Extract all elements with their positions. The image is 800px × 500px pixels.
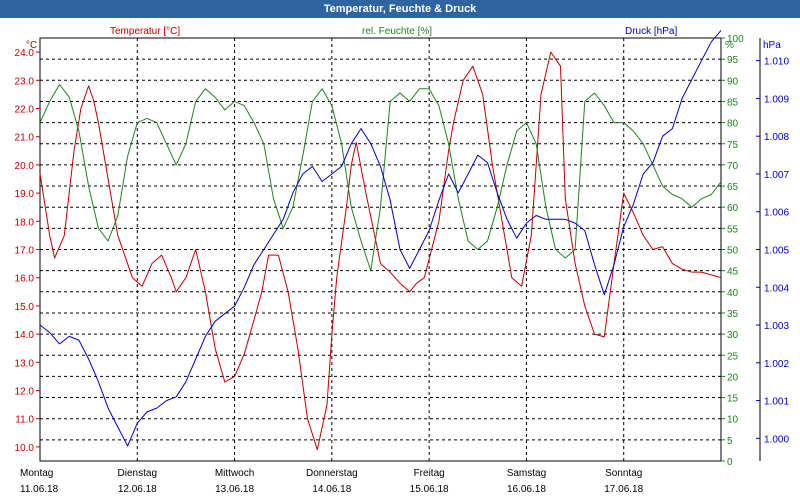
x-day-label: Dienstag — [118, 468, 157, 479]
axis-headers: °C Temperatur [°C] rel. Feuchte [%] Druc… — [26, 26, 781, 51]
temperature-tick-label: 10.0 — [15, 443, 35, 454]
humidity-tick-label: 0 — [727, 457, 733, 468]
humidity-tick-label: 85 — [727, 97, 739, 108]
x-day-label: Samstag — [507, 468, 546, 479]
series-lines — [39, 30, 722, 451]
x-day-label: Mittwoch — [215, 468, 254, 479]
pressure-tick-label: 1.006 — [764, 208, 789, 219]
x-date-label: 16.06.18 — [507, 484, 546, 495]
x-day-label: Donnerstag — [306, 468, 358, 479]
humidity-tick-label: 10 — [727, 415, 739, 426]
temperature-tick-label: 14.0 — [15, 330, 35, 341]
humidity-header: rel. Feuchte [%] — [362, 26, 432, 37]
temperature-tick-label: 23.0 — [15, 76, 35, 87]
series-line-humidity — [39, 84, 722, 272]
humidity-tick-label: 75 — [727, 140, 739, 151]
humidity-tick-label: 80 — [727, 119, 739, 130]
x-day-label: Freitag — [414, 468, 445, 479]
temperature-tick-label: 11.0 — [15, 415, 34, 426]
humidity-tick-label: 15 — [727, 394, 739, 405]
temperature-tick-label: 24.0 — [15, 48, 35, 59]
temperature-tick-label: 12.0 — [15, 387, 35, 398]
humidity-axis: 0 5 10 15 20 25 30 35 40 45 50 55 60 65 70 75 80 85 90 95 10… — [721, 34, 744, 468]
window-title: Temperatur, Feuchte & Druck — [323, 3, 477, 15]
temperature-axis: 10.0 11.0 12.0 13.0 14.0 15.0 16.0 17.0 18.0 19.0… — [15, 48, 40, 454]
pressure-header: Druck [hPa] — [625, 26, 677, 37]
humidity-tick-label: 60 — [727, 203, 739, 214]
humidity-tick-label: 45 — [727, 267, 739, 278]
humidity-tick-label: 50 — [727, 246, 739, 257]
pressure-tick-label: 1.009 — [764, 94, 789, 105]
series-line-temperature — [39, 51, 722, 451]
x-date-label: 13.06.18 — [215, 484, 254, 495]
x-axis-labels: Montag 11.06.18 Dienstag 12.06.18 Mittwoch 13… — [20, 468, 644, 495]
pressure-tick-label: 1.008 — [764, 132, 789, 143]
pressure-tick-label: 1.004 — [764, 283, 789, 294]
temperature-tick-label: 18.0 — [15, 217, 35, 228]
humidity-tick-label: 35 — [727, 309, 739, 320]
pressure-tick-label: 1.003 — [764, 321, 789, 332]
pressure-tick-label: 1.010 — [764, 57, 789, 68]
humidity-tick-label: 90 — [727, 76, 739, 87]
pressure-tick-label: 1.002 — [764, 359, 789, 370]
pressure-tick-label: 1.007 — [764, 170, 789, 181]
temperature-tick-label: 22.0 — [15, 105, 35, 116]
x-day-label: Sonntag — [605, 468, 642, 479]
humidity-tick-label: 25 — [727, 351, 739, 362]
x-date-label: 15.06.18 — [410, 484, 449, 495]
temperature-header: Temperatur [°C] — [110, 26, 180, 37]
temperature-tick-label: 15.0 — [15, 302, 35, 313]
humidity-tick-label: 40 — [727, 288, 739, 299]
x-day-label: Montag — [20, 468, 53, 479]
temperature-tick-label: 13.0 — [15, 358, 35, 369]
temperature-tick-label: 20.0 — [15, 161, 35, 172]
temperature-unit: °C — [26, 40, 37, 51]
temperature-tick-label: 21.0 — [15, 133, 35, 144]
window-title-bar: Temperatur, Feuchte & Druck — [0, 0, 800, 18]
x-date-label: 12.06.18 — [118, 484, 157, 495]
temperature-tick-label: 16.0 — [15, 274, 35, 285]
humidity-tick-label: 70 — [727, 161, 739, 172]
humidity-tick-label: 5 — [727, 436, 733, 447]
humidity-tick-label: 65 — [727, 182, 739, 193]
humidity-tick-label: 30 — [727, 330, 739, 341]
x-date-label: 17.06.18 — [604, 484, 643, 495]
pressure-unit: hPa — [763, 40, 781, 51]
grid — [40, 38, 721, 461]
x-date-label: 11.06.18 — [20, 484, 59, 495]
humidity-tick-label: 100 — [727, 34, 744, 45]
pressure-tick-label: 1.005 — [764, 246, 789, 257]
temperature-tick-label: 17.0 — [15, 246, 35, 257]
humidity-tick-label: 95 — [727, 55, 739, 66]
pressure-tick-label: 1.000 — [764, 434, 789, 445]
x-date-label: 14.06.18 — [312, 484, 351, 495]
pressure-axis: 1.000 1.001 1.002 1.003 1.004 1.005 1.006 1.007… — [756, 57, 789, 445]
humidity-tick-label: 55 — [727, 224, 739, 235]
humidity-unit: % — [725, 40, 734, 51]
temperature-tick-label: 19.0 — [15, 189, 35, 200]
humidity-tick-label: 20 — [727, 372, 739, 383]
series-line-pressure — [39, 30, 722, 447]
pressure-tick-label: 1.001 — [764, 397, 789, 408]
